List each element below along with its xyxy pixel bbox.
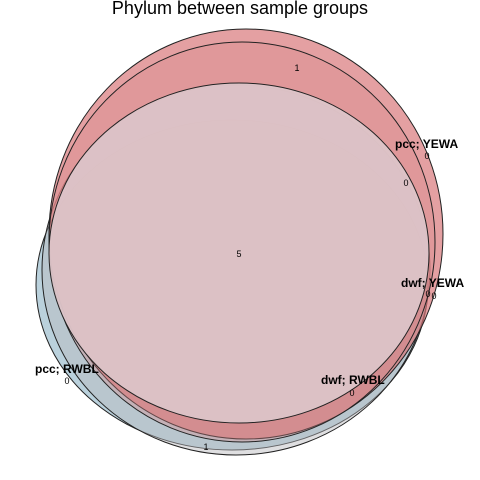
- set-label-dwf-yewa: dwf; YEWA: [401, 276, 464, 290]
- count-top-only: 1: [294, 63, 299, 73]
- chart-title: Phylum between sample groups: [112, 0, 368, 18]
- count-right-inner: 0: [403, 178, 408, 188]
- count-near-pcc-yewa: 0: [424, 151, 429, 161]
- count-center: 5: [236, 249, 241, 259]
- set-label-dwf-rwbl: dwf; RWBL: [321, 373, 385, 387]
- set-label-pcc-rwbl: pcc; RWBL: [35, 362, 99, 376]
- count-bottom-only: 1: [203, 442, 208, 452]
- count-near-pcc-rwbl: 0: [64, 376, 69, 386]
- count-near-dwf-yewa-b: 0: [431, 291, 436, 301]
- set-label-pcc-yewa: pcc; YEWA: [395, 137, 458, 151]
- count-near-dwf-rwbl: 0: [349, 388, 354, 398]
- count-near-dwf-yewa-a: 0: [425, 289, 430, 299]
